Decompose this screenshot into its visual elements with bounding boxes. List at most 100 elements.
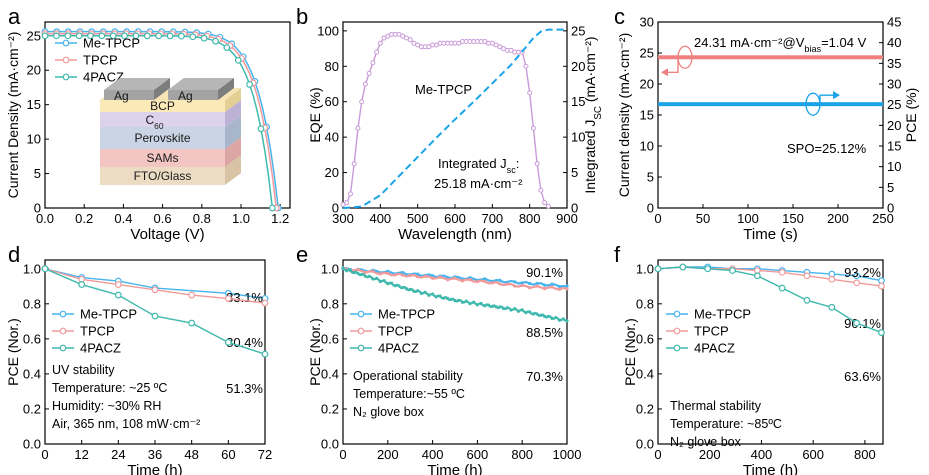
final-value-Me-TPCP: 90.1% xyxy=(526,265,563,280)
stability-point xyxy=(453,276,457,280)
stability-point xyxy=(345,269,349,273)
y-tick-label: 40 xyxy=(325,130,339,145)
y2-tick-label: 0 xyxy=(571,201,578,216)
x-tick-label: 200 xyxy=(377,447,399,462)
stability-point xyxy=(543,287,547,291)
condition-text: Temperature: ~85ºC xyxy=(670,417,782,431)
stability-point xyxy=(679,263,687,271)
stability-point xyxy=(535,281,539,286)
annotation-spo: SPO=25.12% xyxy=(787,141,867,156)
y-tick-label: 0.8 xyxy=(321,296,339,311)
stability-point xyxy=(457,298,461,302)
y2-tick-label: 25 xyxy=(887,97,901,112)
y-tick-label: 1.0 xyxy=(23,261,41,276)
y2-tick-label: 5 xyxy=(571,165,578,180)
stability-point xyxy=(442,296,446,300)
legend-item-label: TPCP xyxy=(694,324,729,339)
pce-arrowhead xyxy=(833,91,840,100)
stability-point xyxy=(382,278,386,283)
y-tick-label: 25 xyxy=(640,46,654,61)
stability-point xyxy=(188,319,196,327)
stability-point xyxy=(401,273,405,277)
stability-point xyxy=(543,283,547,287)
final-value-4PACZ: 51.3% xyxy=(226,381,263,396)
jv-point xyxy=(234,56,242,64)
stability-point xyxy=(498,282,502,286)
x-tick-label: 50 xyxy=(696,211,710,226)
stability-point xyxy=(449,297,453,301)
x-tick-label: 1.2 xyxy=(271,211,289,226)
final-value-TPCP: 80.4% xyxy=(226,335,263,350)
current-density-trace xyxy=(658,55,883,60)
stability-point xyxy=(408,287,412,292)
eqe-point xyxy=(366,70,372,76)
x-axis-label: Wavelength (nm) xyxy=(398,226,512,243)
legend-item-label: Me-TPCP xyxy=(83,36,140,51)
annotation-jsc-tail: : xyxy=(516,156,520,171)
eqe-point xyxy=(545,203,551,209)
x-tick-label: 200 xyxy=(699,447,721,462)
panel-label: a xyxy=(8,4,21,29)
stability-point xyxy=(431,292,435,296)
stability-point xyxy=(341,266,345,270)
eqe-point xyxy=(351,161,357,167)
stability-point xyxy=(565,319,569,323)
electrode-side xyxy=(154,78,170,100)
x-tick-label: 48 xyxy=(184,447,198,462)
y-axis-label: PCE (Nor.) xyxy=(307,318,323,386)
panel-a: a 0.0 0.2 0.4 0.6 0.8 1.0 1.2 0 5 10 15 20 25 Voltage … xyxy=(5,4,291,243)
jv-point xyxy=(246,81,254,88)
jv-point xyxy=(200,34,208,42)
y-tick-label: 0.2 xyxy=(23,401,41,416)
jv-point xyxy=(87,32,94,40)
stability-point xyxy=(412,289,416,293)
x-tick-label: 0.8 xyxy=(193,211,211,226)
y2-tick-label: 40 xyxy=(887,35,901,50)
stability-point xyxy=(371,277,375,281)
stack-layer-side xyxy=(225,100,241,127)
y-tick-label: 0.6 xyxy=(321,331,339,346)
stability-point xyxy=(475,280,479,284)
y-tick-label: 0.8 xyxy=(636,296,654,311)
y-tick-label: 60 xyxy=(325,94,339,109)
stability-point xyxy=(516,309,521,313)
legend-item-label: Me-TPCP xyxy=(694,307,751,322)
stability-point xyxy=(78,281,86,288)
stack-layer-side xyxy=(225,88,241,112)
x-tick-label: 400 xyxy=(422,447,444,462)
annotation-jsc-sub: sc xyxy=(507,165,517,175)
stability-point xyxy=(397,284,401,288)
x-tick-label: 250 xyxy=(872,211,894,226)
x-tick-label: 150 xyxy=(782,211,804,226)
stability-curve-Me-TPCP xyxy=(44,268,266,300)
stability-point xyxy=(557,284,562,289)
panel-label: e xyxy=(296,242,308,267)
stability-point xyxy=(550,285,554,289)
y2-axis-label: PCE (%) xyxy=(903,88,919,142)
y-tick-label: 0.4 xyxy=(321,366,339,381)
stability-point xyxy=(386,282,390,286)
legend-item-marker xyxy=(59,344,67,352)
x-tick-label: 1000 xyxy=(553,447,582,462)
stability-point xyxy=(828,275,836,283)
stack-layer xyxy=(100,149,225,167)
y-tick-label: 0 xyxy=(34,201,41,216)
stability-point xyxy=(803,296,811,304)
y2-axis-label-tail: (mA·cm⁻²) xyxy=(582,36,598,106)
stability-point xyxy=(565,287,569,291)
electrode-top xyxy=(104,78,170,90)
stability-point xyxy=(41,265,49,273)
y2-tick-label: 25 xyxy=(571,23,585,38)
legend-item-label: Me-TPCP xyxy=(378,307,435,322)
stability-point xyxy=(539,313,543,317)
final-value-TPCP: 88.5% xyxy=(526,325,563,340)
y2-axis-label-sub: SC xyxy=(593,106,604,120)
current-arrowhead xyxy=(661,68,668,77)
panel-label: b xyxy=(296,4,308,29)
stability-point xyxy=(352,271,356,275)
stability-point xyxy=(356,267,360,272)
stability-point xyxy=(505,282,509,286)
stability-point xyxy=(498,278,502,282)
x-tick-label: 0.2 xyxy=(75,211,93,226)
